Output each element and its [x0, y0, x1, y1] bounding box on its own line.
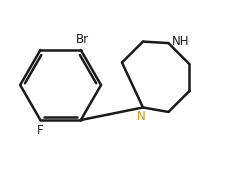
Text: N: N: [137, 110, 145, 123]
Text: F: F: [37, 124, 43, 137]
Text: Br: Br: [75, 33, 88, 46]
Text: NH: NH: [171, 35, 188, 48]
